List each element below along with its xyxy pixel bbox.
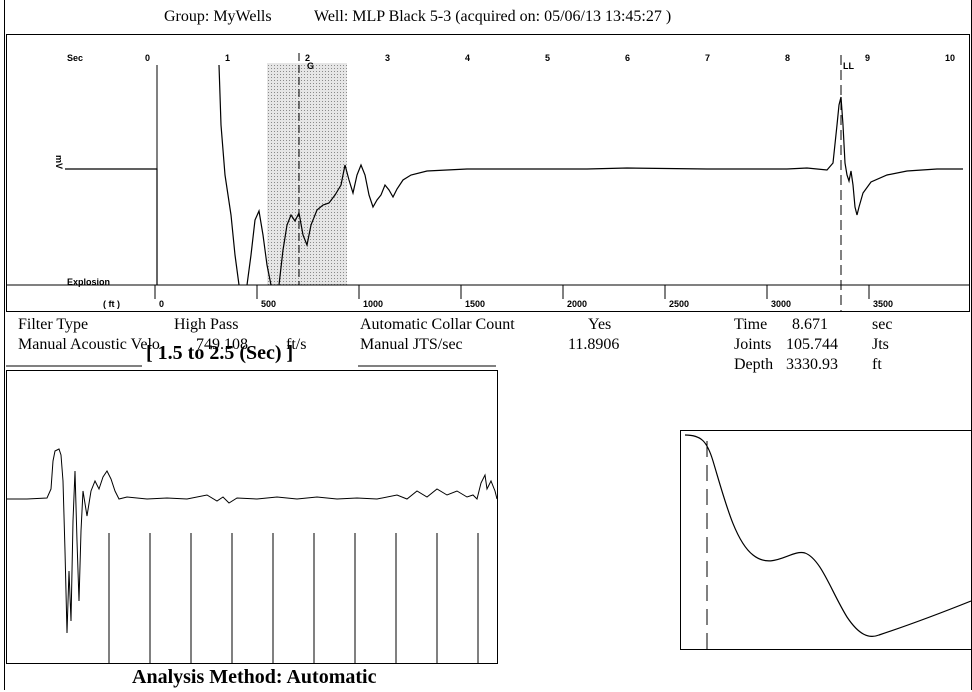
zoom-range-label: [ 1.5 to 2.5 (Sec) ] [146, 342, 294, 364]
well-label: Well: MLP Black 5-3 (acquired on: 05/06/… [314, 8, 672, 25]
ft-tick-label: 0 [159, 299, 164, 309]
sec-tick-label: 7 [705, 53, 710, 63]
sec-tick-label: 4 [465, 53, 470, 63]
zoom-header-lines [6, 365, 496, 367]
sec-tick-label: 8 [785, 53, 790, 63]
collar-markers [108, 533, 479, 663]
manual-velo-value: 749.108 [196, 336, 248, 353]
joints-label: Joints [734, 336, 772, 353]
time-value: 8.671 [792, 316, 828, 333]
sec-tick-label: 6 [625, 53, 630, 63]
correlation-curve [684, 434, 972, 638]
manual-jts-label: Manual JTS/sec [360, 336, 463, 353]
filter-type-value: High Pass [174, 316, 239, 333]
joints-value: 105.744 [786, 336, 838, 353]
marker-label: LL [843, 61, 854, 71]
ft-axis-label: ( ft ) [103, 299, 120, 309]
depth-unit: ft [872, 356, 882, 373]
selection-window[interactable] [267, 63, 347, 285]
joints-unit: Jts [872, 336, 889, 353]
time-unit: sec [872, 316, 893, 333]
depth-label: Depth [734, 356, 774, 373]
main-trace-svg: Sec 0 1 2 3 4 5 6 7 8 9 10 0 500 1000 1500 2000 2500 300… [7, 53, 969, 311]
window-label: G [307, 61, 314, 71]
ft-tick-label: 2500 [669, 299, 689, 309]
explosion-label: Explosion [67, 277, 110, 287]
ft-tick-label: 2000 [567, 299, 587, 309]
ft-tick-label: 1000 [363, 299, 383, 309]
filter-type-label: Filter Type [18, 316, 89, 333]
manual-velo-unit: ft/s [286, 336, 307, 353]
sec-tick-label: 0 [145, 53, 150, 63]
zoom-trace-plot[interactable] [6, 370, 498, 664]
zoom-trace [7, 448, 498, 634]
sec-tick-label: 1 [225, 53, 230, 63]
ft-tick-label: 3500 [873, 299, 893, 309]
ft-tick-label: 1500 [465, 299, 485, 309]
acoustic-trace [65, 64, 963, 286]
header-bar: Group: MyWells Well: MLP Black 5-3 (acqu… [0, 4, 972, 30]
sec-axis-label: Sec [67, 53, 83, 63]
mv-axis-label: mV [54, 155, 64, 169]
main-trace-plot[interactable]: Sec 0 1 2 3 4 5 6 7 8 9 10 0 500 1000 1500 2000 2500 300… [6, 34, 970, 312]
sec-tick-label: 10 [945, 53, 955, 63]
depth-value: 3330.93 [786, 356, 838, 373]
sec-tick-label: 9 [865, 53, 870, 63]
correlation-plot[interactable] [680, 430, 972, 650]
sec-tick-label: 2 [305, 53, 310, 63]
manual-velo-label: Manual Acoustic Velo [18, 336, 160, 353]
manual-jts-value: 11.8906 [568, 336, 620, 353]
zoom-range-header: [ 1.5 to 2.5 (Sec) ] [6, 342, 496, 370]
sec-tick-label: 3 [385, 53, 390, 63]
zoom-trace-svg [7, 448, 498, 663]
ft-tick-label: 3000 [771, 299, 791, 309]
group-label: Group: MyWells [164, 8, 272, 25]
sec-tick-label: 5 [545, 53, 550, 63]
auto-collar-value: Yes [588, 316, 612, 333]
ft-tick-label: 500 [261, 299, 276, 309]
time-label: Time [734, 316, 768, 333]
correlation-svg [684, 434, 972, 649]
auto-collar-label: Automatic Collar Count [360, 316, 515, 333]
ft-ticks: 0 500 1000 1500 2000 2500 3000 3500 [154, 285, 893, 309]
sec-ticks: 0 1 2 3 4 5 6 7 8 9 10 [145, 53, 955, 63]
analysis-method: Analysis Method: Automatic [132, 666, 377, 688]
